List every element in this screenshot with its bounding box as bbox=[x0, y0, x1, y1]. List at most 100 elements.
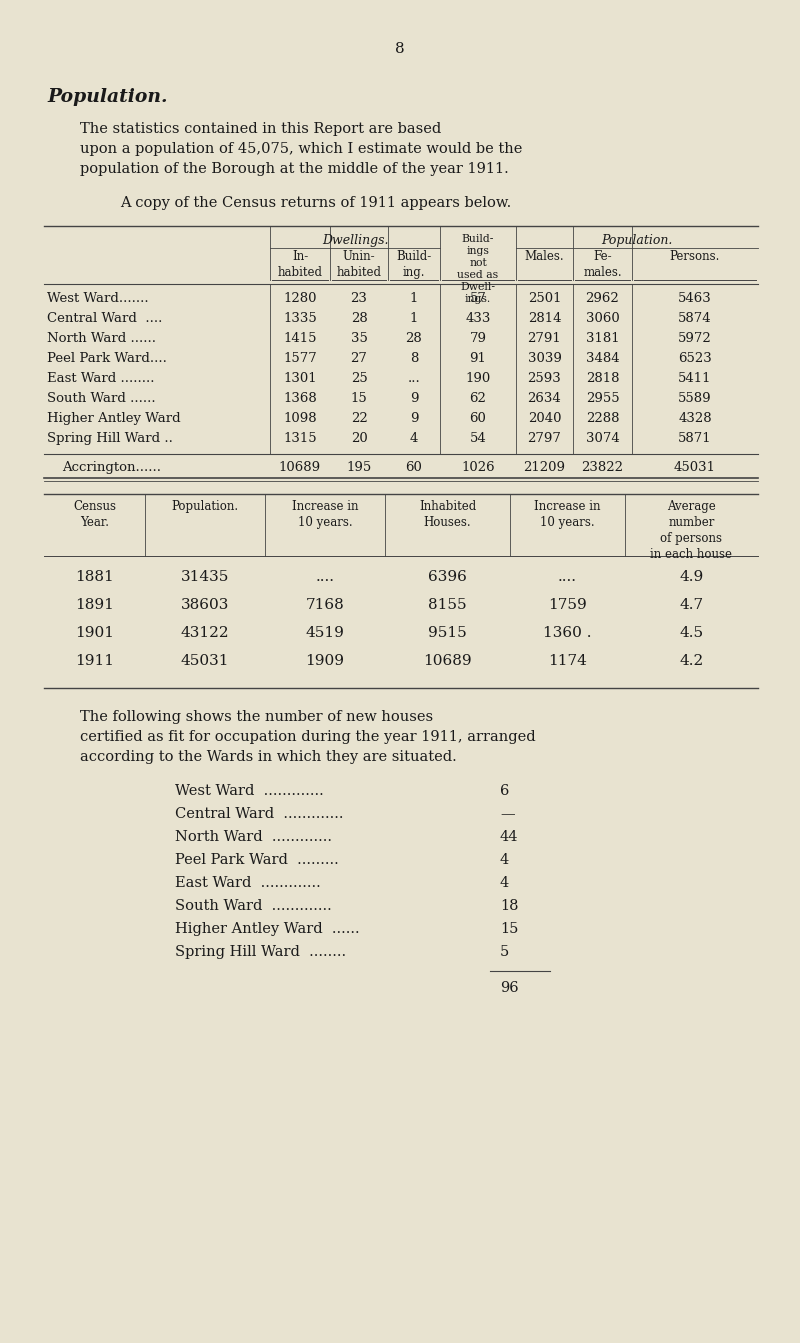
Text: 28: 28 bbox=[406, 332, 422, 345]
Text: 9515: 9515 bbox=[428, 626, 467, 641]
Text: 62: 62 bbox=[470, 392, 486, 406]
Text: 195: 195 bbox=[346, 461, 372, 474]
Text: 5463: 5463 bbox=[678, 291, 712, 305]
Text: 4328: 4328 bbox=[678, 412, 712, 424]
Text: ...: ... bbox=[408, 372, 420, 385]
Text: Increase in
10 years.: Increase in 10 years. bbox=[534, 500, 601, 529]
Text: Peel Park Ward  .........: Peel Park Ward ......... bbox=[175, 853, 338, 868]
Text: 1577: 1577 bbox=[283, 352, 317, 365]
Text: 20: 20 bbox=[350, 432, 367, 445]
Text: 6396: 6396 bbox=[428, 569, 467, 584]
Text: Census
Year.: Census Year. bbox=[73, 500, 116, 529]
Text: Population.: Population. bbox=[47, 89, 167, 106]
Text: 1360 .: 1360 . bbox=[543, 626, 592, 641]
Text: 23: 23 bbox=[350, 291, 367, 305]
Text: 45031: 45031 bbox=[181, 654, 230, 667]
Text: 1174: 1174 bbox=[548, 654, 587, 667]
Text: West Ward.......: West Ward....... bbox=[47, 291, 149, 305]
Text: according to the Wards in which they are situated.: according to the Wards in which they are… bbox=[80, 749, 457, 764]
Text: Higher Antley Ward  ......: Higher Antley Ward ...... bbox=[175, 923, 360, 936]
Text: 8: 8 bbox=[410, 352, 418, 365]
Text: 433: 433 bbox=[466, 312, 490, 325]
Text: 1280: 1280 bbox=[283, 291, 317, 305]
Text: West Ward  .............: West Ward ............. bbox=[175, 784, 324, 798]
Text: Fe-
males.: Fe- males. bbox=[583, 250, 622, 279]
Text: upon a population of 45,075, which I estimate would be the: upon a population of 45,075, which I est… bbox=[80, 142, 522, 156]
Text: 96: 96 bbox=[500, 980, 518, 995]
Text: 4.5: 4.5 bbox=[679, 626, 703, 641]
Text: 6523: 6523 bbox=[678, 352, 712, 365]
Text: Central Ward  .............: Central Ward ............. bbox=[175, 807, 343, 821]
Text: 1909: 1909 bbox=[306, 654, 345, 667]
Text: 1881: 1881 bbox=[75, 569, 114, 584]
Text: 6: 6 bbox=[500, 784, 510, 798]
Text: 1026: 1026 bbox=[461, 461, 495, 474]
Text: 2593: 2593 bbox=[528, 372, 562, 385]
Text: Population.: Population. bbox=[171, 500, 238, 513]
Text: 1335: 1335 bbox=[283, 312, 317, 325]
Text: 21209: 21209 bbox=[523, 461, 566, 474]
Text: Males.: Males. bbox=[525, 250, 564, 263]
Text: 44: 44 bbox=[500, 830, 518, 843]
Text: Unin-
habited: Unin- habited bbox=[337, 250, 382, 279]
Text: 5871: 5871 bbox=[678, 432, 712, 445]
Text: 4.9: 4.9 bbox=[679, 569, 704, 584]
Text: 60: 60 bbox=[470, 412, 486, 424]
Text: ....: .... bbox=[558, 569, 577, 584]
Text: A copy of the Census returns of 1911 appears below.: A copy of the Census returns of 1911 app… bbox=[120, 196, 511, 210]
Text: Persons.: Persons. bbox=[670, 250, 720, 263]
Text: The following shows the number of new houses: The following shows the number of new ho… bbox=[80, 710, 433, 724]
Text: Build-
ing.: Build- ing. bbox=[396, 250, 432, 279]
Text: 5972: 5972 bbox=[678, 332, 712, 345]
Text: 5411: 5411 bbox=[678, 372, 712, 385]
Text: Inhabited
Houses.: Inhabited Houses. bbox=[419, 500, 476, 529]
Text: 25: 25 bbox=[350, 372, 367, 385]
Text: 1415: 1415 bbox=[283, 332, 317, 345]
Text: 4: 4 bbox=[500, 876, 510, 890]
Text: Central Ward  ....: Central Ward .... bbox=[47, 312, 162, 325]
Text: South Ward ......: South Ward ...... bbox=[47, 392, 156, 406]
Text: 1: 1 bbox=[410, 312, 418, 325]
Text: Population.: Population. bbox=[602, 234, 673, 247]
Text: 1301: 1301 bbox=[283, 372, 317, 385]
Text: 15: 15 bbox=[350, 392, 367, 406]
Text: 2955: 2955 bbox=[586, 392, 619, 406]
Text: certified as fit for occupation during the year 1911, arranged: certified as fit for occupation during t… bbox=[80, 731, 536, 744]
Text: 10689: 10689 bbox=[279, 461, 321, 474]
Text: 23822: 23822 bbox=[582, 461, 623, 474]
Text: 4: 4 bbox=[410, 432, 418, 445]
Text: 2288: 2288 bbox=[586, 412, 619, 424]
Text: 4.2: 4.2 bbox=[679, 654, 704, 667]
Text: 9: 9 bbox=[410, 392, 418, 406]
Text: 45031: 45031 bbox=[674, 461, 716, 474]
Text: Dwellings.: Dwellings. bbox=[322, 234, 388, 247]
Text: 2814: 2814 bbox=[528, 312, 562, 325]
Text: 3484: 3484 bbox=[586, 352, 619, 365]
Text: 5: 5 bbox=[500, 945, 510, 959]
Text: 10689: 10689 bbox=[423, 654, 472, 667]
Text: population of the Borough at the middle of the year 1911.: population of the Borough at the middle … bbox=[80, 163, 509, 176]
Text: 38603: 38603 bbox=[181, 598, 229, 612]
Text: The statistics contained in this Report are based: The statistics contained in this Report … bbox=[80, 122, 442, 136]
Text: North Ward  .............: North Ward ............. bbox=[175, 830, 332, 843]
Text: 2634: 2634 bbox=[528, 392, 562, 406]
Text: 2818: 2818 bbox=[586, 372, 619, 385]
Text: 22: 22 bbox=[350, 412, 367, 424]
Text: 28: 28 bbox=[350, 312, 367, 325]
Text: 8: 8 bbox=[395, 42, 405, 56]
Text: 57: 57 bbox=[470, 291, 486, 305]
Text: 1911: 1911 bbox=[75, 654, 114, 667]
Text: Spring Hill Ward  ........: Spring Hill Ward ........ bbox=[175, 945, 346, 959]
Text: 27: 27 bbox=[350, 352, 367, 365]
Text: 5589: 5589 bbox=[678, 392, 712, 406]
Text: 3060: 3060 bbox=[586, 312, 619, 325]
Text: 91: 91 bbox=[470, 352, 486, 365]
Text: Build-
ings
not
used as
Dwell-
ings.: Build- ings not used as Dwell- ings. bbox=[458, 234, 498, 304]
Text: In-
habited: In- habited bbox=[278, 250, 322, 279]
Text: 5874: 5874 bbox=[678, 312, 712, 325]
Text: 2962: 2962 bbox=[586, 291, 619, 305]
Text: 54: 54 bbox=[470, 432, 486, 445]
Text: 79: 79 bbox=[470, 332, 486, 345]
Text: 15: 15 bbox=[500, 923, 518, 936]
Text: Higher Antley Ward: Higher Antley Ward bbox=[47, 412, 181, 424]
